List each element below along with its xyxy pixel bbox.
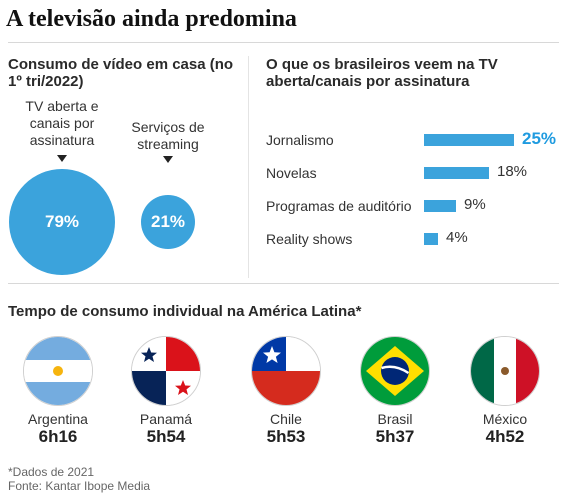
country-argentina: Argentina 6h16	[8, 336, 108, 447]
bar-label: Programas de auditório	[266, 198, 412, 214]
bubble-value-streaming: 21%	[150, 212, 186, 231]
bar-label: Jornalismo	[266, 132, 334, 148]
bar	[424, 134, 514, 146]
bar-track: 9%	[424, 196, 552, 213]
bar-track: 25%	[424, 129, 556, 148]
bubble-label-streaming: Serviços de streaming	[131, 119, 205, 152]
bubble-chart-title: Consumo de vídeo em casa (no 1º tri/2022…	[8, 56, 234, 90]
country-time: 5h53	[266, 427, 306, 446]
bubble-tv: 79%	[9, 169, 115, 275]
mexico-flag-icon	[470, 336, 540, 406]
section-divider	[8, 283, 559, 284]
bar-row: Reality shows 4%	[266, 228, 561, 250]
page-title: A televisão ainda predomina	[6, 6, 297, 32]
bar-track: 4%	[424, 229, 552, 246]
country-brasil: Brasil 5h37	[345, 336, 445, 447]
country-time: 5h37	[375, 427, 415, 446]
country-time: 6h16	[38, 427, 78, 446]
bar-row: Jornalismo 25%	[266, 129, 561, 151]
pointer-tv	[57, 155, 67, 162]
bar-label: Reality shows	[266, 231, 353, 247]
country-time: 4h52	[485, 427, 525, 446]
panama-flag-icon	[131, 336, 201, 406]
country-chile: Chile 5h53	[236, 336, 336, 447]
bar	[424, 233, 438, 245]
countries-title: Tempo de consumo individual na América L…	[8, 303, 362, 320]
country-name: Panamá	[139, 411, 193, 427]
country-name: México	[482, 411, 528, 427]
bar-row: Programas de auditório 9%	[266, 195, 561, 217]
bubble-value-tv: 79%	[44, 212, 80, 231]
bubble-streaming: 21%	[141, 195, 195, 249]
country-name: Argentina	[28, 411, 88, 427]
bar-row: Novelas 18%	[266, 162, 561, 184]
bar-track: 18%	[424, 163, 552, 180]
bar-value-label: 9%	[464, 196, 486, 213]
title-divider	[8, 42, 559, 43]
argentina-flag-icon	[23, 336, 93, 406]
country-name: Chile	[270, 411, 302, 427]
footnote: *Dados de 2021	[8, 465, 95, 479]
bar-value-label: 18%	[497, 163, 528, 180]
country-time: 5h54	[146, 427, 186, 446]
bar	[424, 200, 456, 212]
chile-flag-icon	[251, 336, 321, 406]
country-name: Brasil	[377, 411, 413, 427]
bubble-label-tv: TV aberta e canais por assinatura	[25, 98, 99, 148]
bar-value-label: 25%	[522, 129, 557, 148]
bar-label: Novelas	[266, 165, 317, 181]
bar-chart-title: O que os brasileiros veem na TV aberta/c…	[266, 56, 498, 90]
source-note: Fonte: Kantar Ibope Media	[8, 479, 151, 493]
country-panama: Panamá 5h54	[116, 336, 216, 447]
bar	[424, 167, 489, 179]
brasil-flag-icon	[360, 336, 430, 406]
bar-value-label: 4%	[446, 229, 468, 246]
panel-divider	[248, 56, 249, 278]
pointer-streaming	[163, 156, 173, 163]
country-mexico: México 4h52	[455, 336, 555, 447]
